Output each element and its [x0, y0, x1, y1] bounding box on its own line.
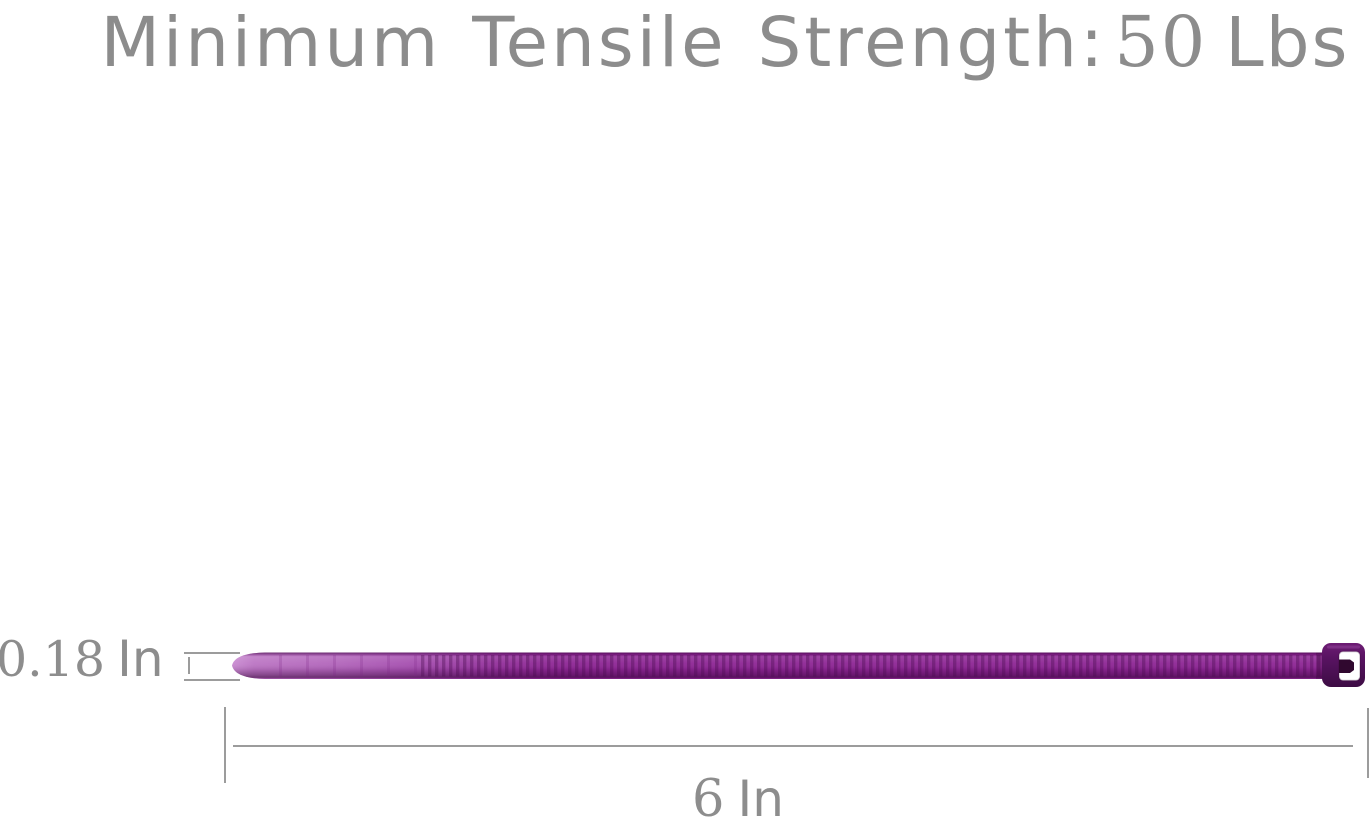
thickness-bracket-tick [188, 657, 190, 674]
cable-tie-image [232, 643, 1365, 687]
length-tick-right [1367, 708, 1369, 778]
title-text: Minimum Tensile Strength: [100, 3, 1107, 83]
length-tick-left [224, 707, 226, 783]
thickness-bracket-bottom-line [184, 679, 240, 681]
thickness-bracket-top-line [184, 652, 240, 654]
thickness-unit: In [117, 630, 164, 688]
page-title: Minimum Tensile Strength: 50 Lbs [0, 0, 1372, 107]
cable-tie-head-pawl [1339, 659, 1354, 673]
title-tensile-strength-unit: Lbs [1225, 3, 1350, 83]
title-tensile-strength-value: 50 [1114, 1, 1208, 83]
length-measure-line [233, 745, 1353, 747]
length-label: 6 In [538, 774, 938, 825]
length-value: 6 [692, 770, 725, 825]
thickness-label: 0.18 In [0, 634, 164, 696]
thickness-value: 0.18 [0, 631, 106, 688]
length-unit: In [737, 770, 784, 825]
cable-tie-head [1322, 643, 1365, 687]
